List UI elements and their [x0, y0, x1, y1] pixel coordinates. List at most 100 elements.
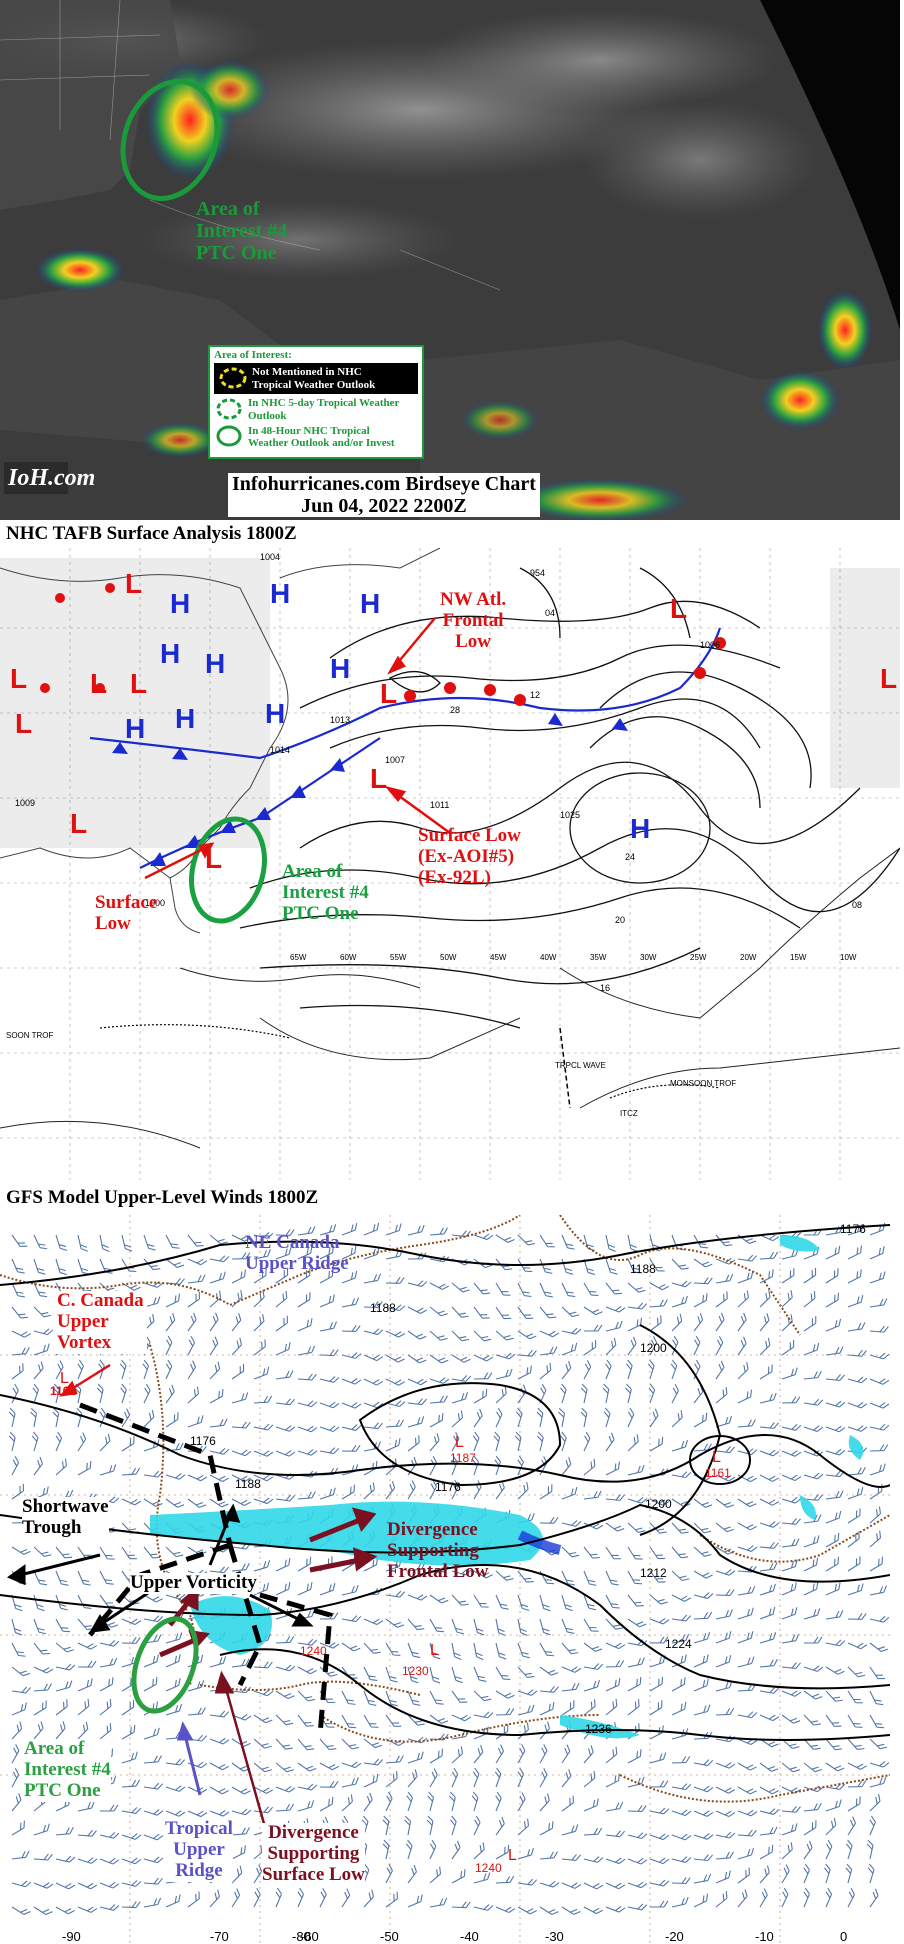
svg-text:40W: 40W	[540, 953, 557, 962]
surface-low-ex-aoi5-label: Surface Low (Ex-AOI#5) (Ex-92L)	[418, 825, 521, 888]
black-arrows	[6, 1503, 314, 1633]
svg-text:1240: 1240	[300, 1644, 327, 1658]
svg-text:L: L	[90, 668, 107, 699]
svg-text:60W: 60W	[340, 953, 357, 962]
svg-text:-80: -80	[292, 1929, 311, 1944]
svg-text:L: L	[430, 1642, 439, 1659]
ioh-logo: IoH.com	[4, 462, 95, 494]
legend-title: Area of Interest:	[214, 349, 292, 361]
svg-text:-50: -50	[380, 1929, 399, 1944]
green-solid-circle-icon	[216, 425, 242, 447]
svg-text:ITCZ: ITCZ	[620, 1109, 638, 1118]
svg-text:1200: 1200	[645, 1497, 672, 1511]
svg-text:L: L	[70, 808, 87, 839]
longitude-axis: -90 -80 -70 -60 -50 -40 -30 -20 -10 0	[62, 1929, 847, 1944]
isobars	[239, 567, 900, 1029]
aoi4-label-sat: Area of Interest #4 PTC One	[196, 198, 288, 264]
svg-text:-20: -20	[665, 1929, 684, 1944]
ne-canada-label: NE Canada Upper Ridge	[245, 1232, 349, 1274]
annotation-arrows	[144, 617, 451, 880]
longitude-labels: 65W 60W 55W 50W 45W 40W 35W 30W 25W 20W …	[290, 953, 857, 962]
contour-labels: 1176 1188 1188 1200 1200 1176 1176 1212 …	[190, 1222, 866, 1736]
tropical-ridge-label: Tropical Upper Ridge	[165, 1818, 233, 1882]
front-triangles	[112, 713, 628, 866]
aoi-legend: Area of Interest: Not Mentioned in NHC T…	[208, 345, 424, 459]
svg-text:1240: 1240	[475, 1861, 502, 1875]
svg-text:H: H	[170, 588, 190, 619]
vorticity-shading	[150, 1235, 864, 1739]
svg-text:1000: 1000	[145, 898, 165, 908]
svg-text:H: H	[160, 638, 180, 669]
upper-winds-panel: 1176 1188 1188 1200 1200 1176 1176 1212 …	[0, 1215, 890, 1944]
us-coastline	[0, 548, 441, 934]
svg-text:55W: 55W	[390, 953, 407, 962]
svg-text:-90: -90	[62, 1929, 81, 1944]
svg-text:TRPCL WAVE: TRPCL WAVE	[555, 1061, 606, 1070]
isobar-values: 954 1004 1007 1011 1013 1014 1025 12 16 …	[15, 552, 862, 993]
shortwave-label: Shortwave Trough	[22, 1496, 109, 1539]
yellow-dashed-circle-icon	[219, 367, 247, 389]
svg-text:-70: -70	[210, 1929, 229, 1944]
svg-text:1236: 1236	[585, 1722, 612, 1736]
svg-text:1176: 1176	[190, 1434, 216, 1448]
svg-text:1230: 1230	[402, 1664, 429, 1678]
svg-text:1176: 1176	[435, 1480, 461, 1494]
svg-text:10W: 10W	[840, 953, 857, 962]
svg-text:H: H	[125, 713, 145, 744]
svg-text:L: L	[130, 668, 147, 699]
tropical-wave-line	[559, 1027, 571, 1109]
svg-text:65W: 65W	[290, 953, 307, 962]
svg-text:20W: 20W	[740, 953, 757, 962]
legend-not-mentioned: Not Mentioned in NHC Tropical Weather Ou…	[214, 363, 418, 395]
svg-text:H: H	[205, 648, 225, 679]
svg-text:L: L	[880, 663, 897, 694]
svg-text:45W: 45W	[490, 953, 507, 962]
svg-text:50W: 50W	[440, 953, 457, 962]
svg-text:H: H	[630, 813, 650, 844]
aoi4-circle	[120, 79, 220, 201]
svg-text:L: L	[380, 678, 397, 709]
caribbean-coast	[0, 847, 900, 1149]
surface-low-label: Surface Low	[95, 892, 158, 934]
svg-text:L: L	[125, 568, 142, 599]
svg-text:1188: 1188	[370, 1301, 396, 1315]
svg-text:MONSOON TROF: MONSOON TROF	[670, 1079, 736, 1088]
svg-text:1188: 1188	[235, 1477, 261, 1491]
svg-text:L: L	[15, 708, 32, 739]
svg-text:1188: 1188	[630, 1262, 656, 1276]
svg-text:24: 24	[625, 852, 635, 862]
nw-atl-frontal-low-label: NW Atl. Frontal Low	[440, 589, 507, 652]
aoi4-circle-upper	[131, 1616, 199, 1714]
legend-5day: In NHC 5-day Tropical Weather Outlook	[210, 394, 422, 422]
svg-text:20: 20	[615, 915, 625, 925]
svg-text:L: L	[670, 593, 687, 624]
svg-text:1200: 1200	[640, 1341, 667, 1355]
legend-48hr: In 48-Hour NHC Tropical Weather Outlook …	[210, 423, 422, 450]
birdseye-title: Infohurricanes.com Birdseye Chart Jun 04…	[228, 473, 540, 517]
feature-labels: TRPCL WAVE MONSOON TROF ITCZ SOON TROF	[6, 1031, 736, 1118]
svg-text:1187: 1187	[450, 1451, 476, 1465]
surface-analysis-map: 954 1004 1007 1011 1013 1014 1025 12 16 …	[0, 548, 900, 1180]
aoi4-circle-surface	[189, 816, 267, 924]
green-dashed-circle-icon	[216, 398, 242, 420]
surface-analysis-panel: 954 1004 1007 1011 1013 1014 1025 12 16 …	[0, 548, 900, 1180]
svg-text:1224: 1224	[665, 1637, 692, 1651]
svg-text:12: 12	[530, 690, 540, 700]
svg-text:1007: 1007	[385, 755, 405, 765]
svg-text:04: 04	[545, 608, 555, 618]
divergence-surface-label: Divergence Supporting Surface Low	[262, 1822, 365, 1886]
svg-text:H: H	[265, 698, 285, 729]
svg-text:25W: 25W	[690, 953, 707, 962]
svg-text:954: 954	[530, 568, 545, 578]
svg-text:1013: 1013	[330, 715, 350, 725]
svg-text:0: 0	[840, 1929, 847, 1944]
gfs-winds-title: GFS Model Upper-Level Winds 1800Z	[6, 1187, 319, 1208]
satellite-panel: Area of Interest #4 PTC One Area of Inte…	[0, 0, 900, 520]
grid	[0, 548, 900, 1180]
svg-text:1006: 1006	[700, 640, 720, 650]
svg-text:15W: 15W	[790, 953, 807, 962]
svg-text:30W: 30W	[640, 953, 657, 962]
warm-front-bumps	[40, 583, 726, 706]
svg-text:16: 16	[600, 983, 610, 993]
svg-text:L: L	[712, 1449, 721, 1466]
